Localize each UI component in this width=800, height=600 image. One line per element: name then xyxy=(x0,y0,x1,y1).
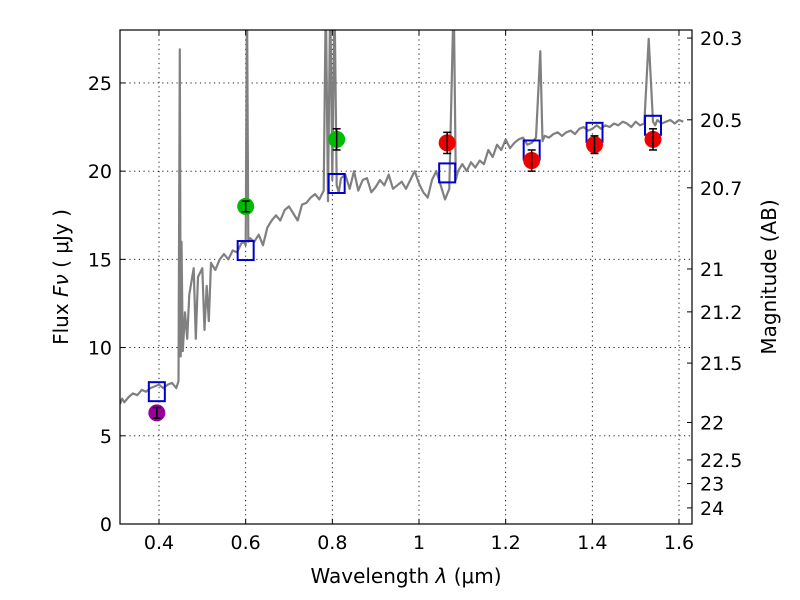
y-tick-label: 15 xyxy=(88,249,112,271)
x-axis-label: Wavelength λ (μm) xyxy=(310,564,501,588)
y-tick-label: 5 xyxy=(100,426,112,448)
axis-ticks: 0.4 0.6 0.8 1 1.2 1.4 1.6 0 5 10 15 20 25 20.3 20.5 20.… xyxy=(88,28,743,554)
model-point-square xyxy=(147,381,166,403)
x-tick-label: 0.4 xyxy=(144,532,174,554)
model-point-square xyxy=(236,240,255,262)
model-spectrum xyxy=(120,30,684,405)
mag-tick-label: 22 xyxy=(700,412,724,434)
y-axis-label: Flux Fν ( μJy ) xyxy=(49,209,73,345)
mag-tick-label: 22.5 xyxy=(700,450,742,472)
x-tick-label: 1.6 xyxy=(664,532,694,554)
mag-tick-label: 21.2 xyxy=(700,302,742,324)
y-tick-label: 10 xyxy=(88,338,112,360)
x-tick-label: 0.8 xyxy=(317,532,347,554)
plot-frame xyxy=(119,29,693,525)
y-tick-label: 0 xyxy=(100,514,112,536)
mag-tick-label: 20.5 xyxy=(700,110,742,132)
mag-tick-label: 20.7 xyxy=(700,178,742,200)
model-point-square xyxy=(438,162,457,184)
y-tick-label: 20 xyxy=(88,161,112,183)
mag-tick-label: 24 xyxy=(700,498,724,520)
y-tick-label: 25 xyxy=(88,73,112,95)
model-points xyxy=(147,114,662,403)
mag-tick-label: 20.3 xyxy=(700,28,742,50)
mag-tick-label: 21.5 xyxy=(700,353,742,375)
grid xyxy=(120,30,692,525)
mag-tick-label: 21 xyxy=(700,259,724,281)
x-tick-label: 0.6 xyxy=(231,532,261,554)
y2-axis-label: Magnitude (AB) xyxy=(757,199,781,354)
x-tick-label: 1 xyxy=(413,532,425,554)
x-tick-label: 1.4 xyxy=(577,532,607,554)
spectrum-line xyxy=(120,30,684,405)
model-point-square xyxy=(327,172,346,194)
observed-points xyxy=(148,128,662,422)
mag-tick-label: 23 xyxy=(700,474,724,496)
x-tick-label: 1.2 xyxy=(491,532,521,554)
